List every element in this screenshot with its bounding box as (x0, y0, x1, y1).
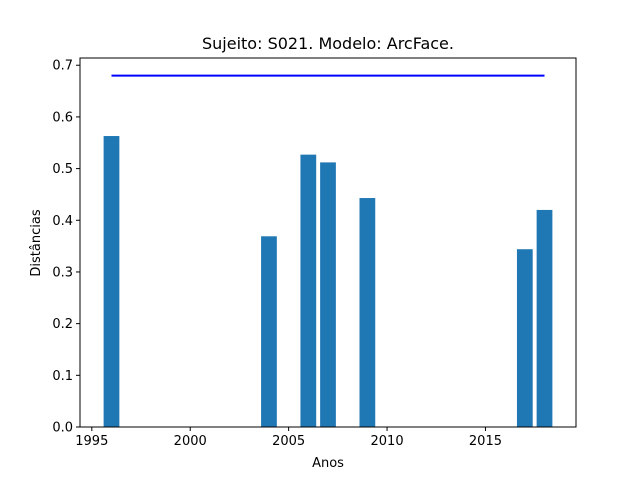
chart-title: Sujeito: S021. Modelo: ArcFace. (202, 34, 454, 53)
bar-2009 (359, 198, 376, 427)
bar-2018 (536, 209, 553, 427)
bar-2007 (320, 162, 336, 427)
x-axis-label: Anos (312, 456, 344, 471)
y-tick-label: 0.6 (52, 110, 73, 125)
y-tick-label: 0.0 (52, 421, 73, 436)
bar-1996 (103, 136, 120, 427)
x-tick-label: 2015 (469, 434, 502, 449)
bar-2017 (516, 249, 533, 427)
x-tick-label: 2000 (174, 434, 207, 449)
y-tick-label: 0.7 (52, 59, 73, 74)
y-tick-label: 0.4 (52, 214, 73, 229)
bar-2004 (261, 236, 277, 427)
y-tick-label: 0.5 (52, 162, 73, 177)
y-axis-ticks: 0.0 0.1 0.2 0.3 0.4 0.5 0.6 0.7 (52, 59, 80, 436)
bars-group (103, 136, 553, 427)
y-tick-label: 0.1 (52, 369, 73, 384)
bar-2006 (300, 154, 317, 427)
y-tick-label: 0.2 (52, 317, 73, 332)
y-tick-label: 0.3 (52, 265, 73, 280)
plot-frame (79, 57, 577, 428)
x-tick-label: 1995 (75, 434, 108, 449)
x-axis-ticks: 1995 2000 2005 2010 2015 (75, 427, 502, 449)
x-tick-label: 2010 (371, 434, 404, 449)
x-tick-label: 2005 (272, 434, 305, 449)
y-axis-label: Distâncias (29, 209, 44, 276)
